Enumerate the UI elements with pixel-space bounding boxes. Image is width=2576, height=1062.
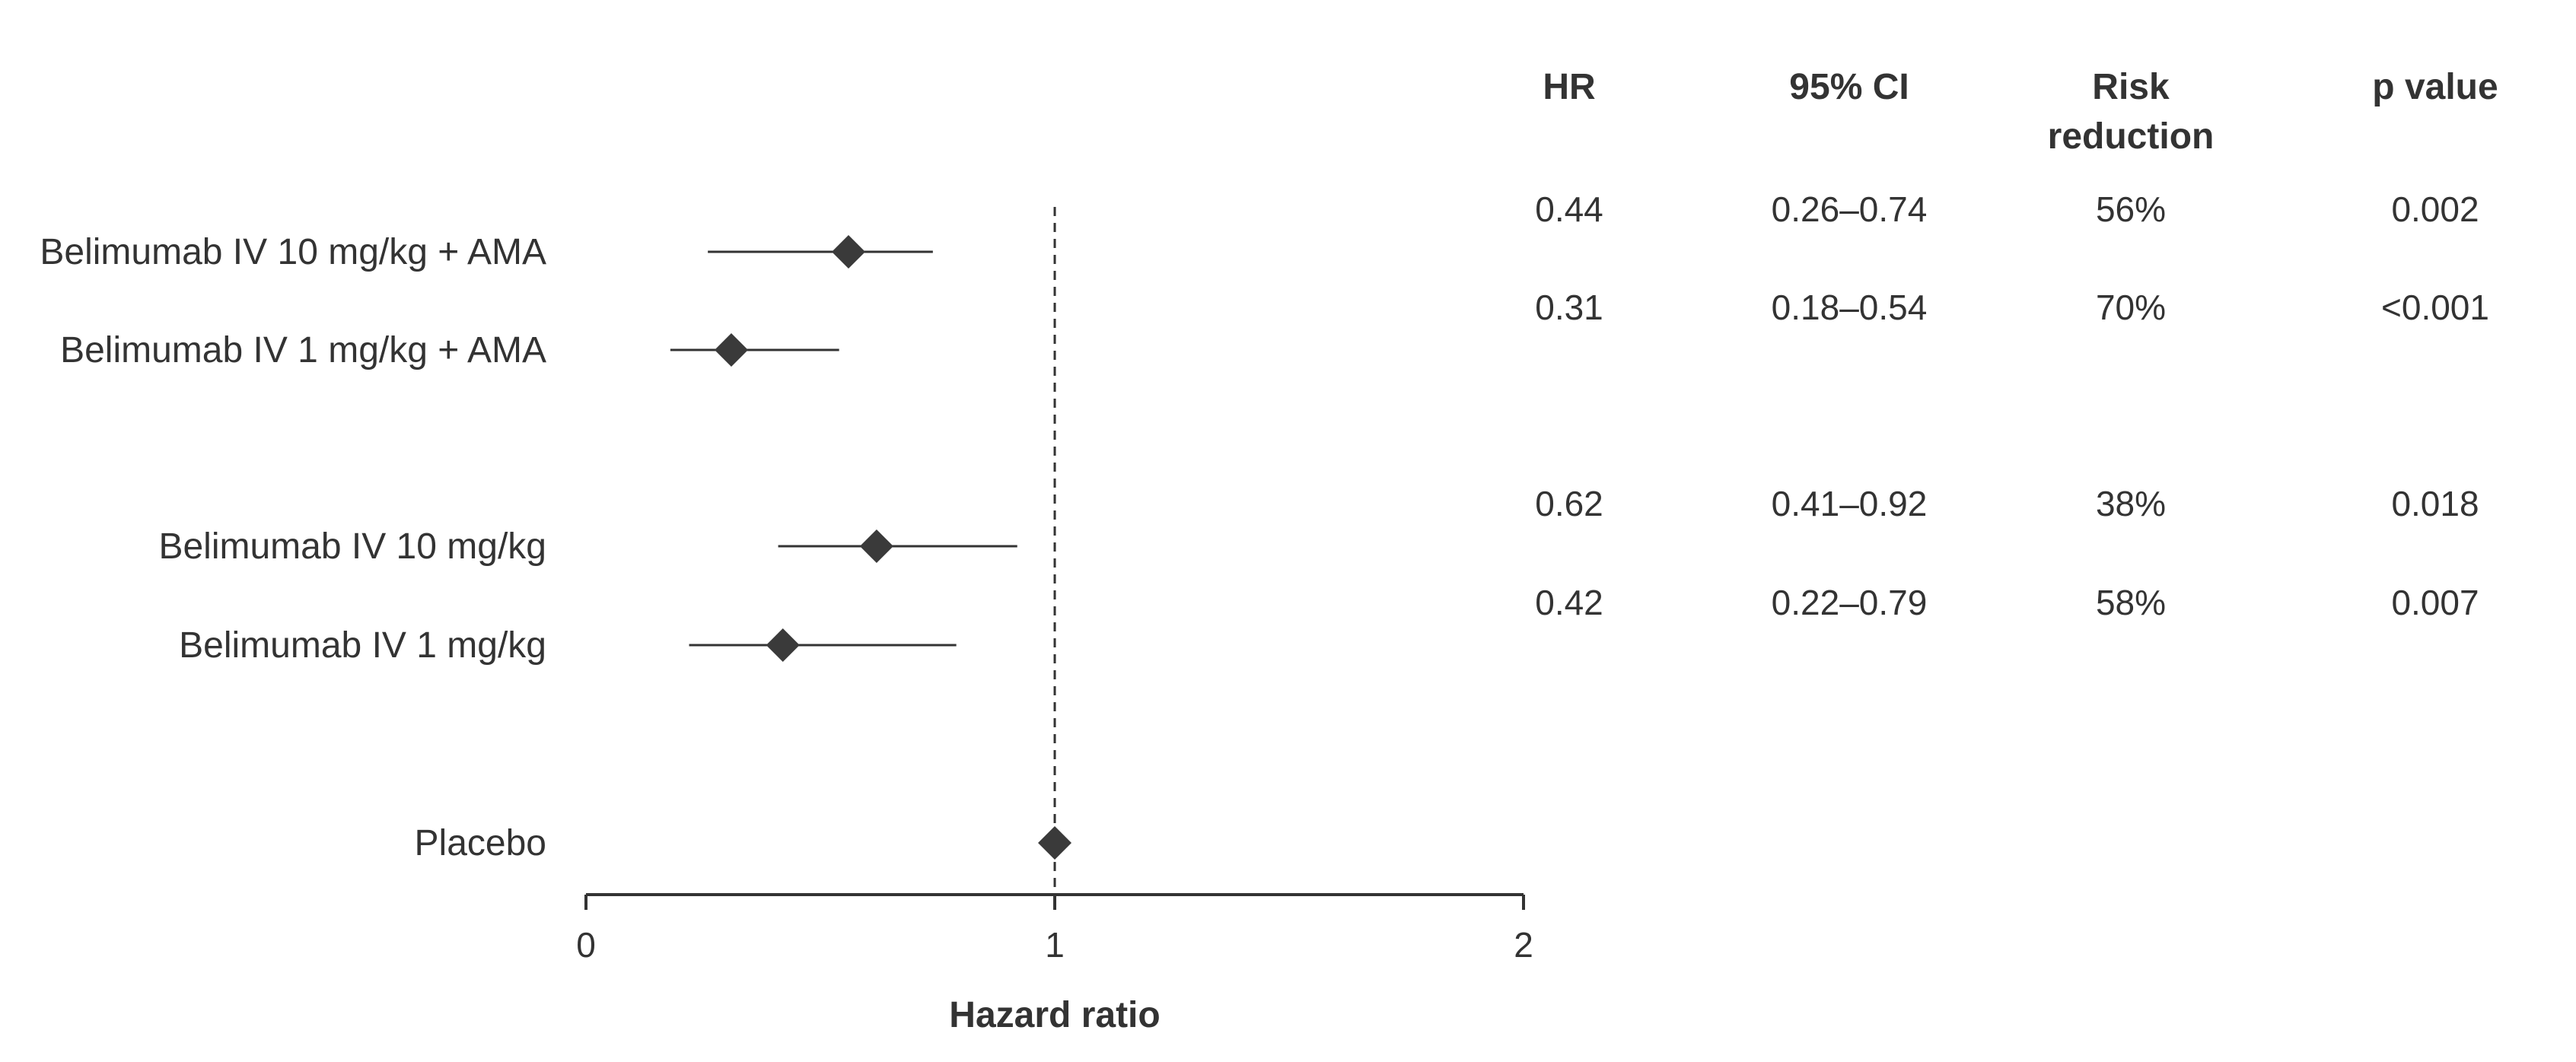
p-value: 0.018 [2391, 484, 2479, 523]
hr-value: 0.31 [1535, 288, 1603, 327]
p-value: 0.007 [2391, 583, 2479, 622]
column-header: HR [1543, 67, 1595, 107]
hr-value: 0.42 [1535, 583, 1603, 622]
hr-point-marker [714, 333, 748, 367]
risk-reduction-value: 58% [2096, 583, 2166, 622]
hr-point-marker [859, 529, 893, 563]
row-label: Belimumab IV 10 mg/kg [158, 526, 546, 567]
row-label: Belimumab IV 10 mg/kg + AMA [40, 232, 546, 272]
ci-value: 0.41–0.92 [1772, 484, 1928, 523]
risk-reduction-value: 38% [2096, 484, 2166, 523]
column-header-line: Risk [2092, 67, 2170, 107]
ci-value: 0.26–0.74 [1772, 189, 1928, 229]
row-label: Placebo [415, 823, 546, 863]
column-header: p value [2372, 67, 2498, 107]
ci-value: 0.18–0.54 [1772, 288, 1928, 327]
p-value: 0.002 [2391, 189, 2479, 229]
row-label: Belimumab IV 1 mg/kg + AMA [60, 330, 546, 370]
hr-point-marker [766, 628, 800, 662]
row-label: Belimumab IV 1 mg/kg [179, 625, 546, 666]
hr-value: 0.44 [1535, 189, 1603, 229]
risk-reduction-value: 70% [2096, 288, 2166, 327]
x-axis-title: Hazard ratio [949, 995, 1160, 1035]
column-header: 95% CI [1789, 67, 1909, 107]
x-tick-label: 2 [1514, 925, 1533, 965]
x-tick-label: 0 [576, 925, 596, 965]
p-value: <0.001 [2381, 288, 2489, 327]
column-header: Risk reduction [2048, 67, 2215, 157]
hr-value: 0.62 [1535, 484, 1603, 523]
hr-point-marker [1038, 826, 1071, 860]
column-header-line: reduction [2048, 116, 2215, 157]
risk-reduction-value: 56% [2096, 189, 2166, 229]
ci-value: 0.22–0.79 [1772, 583, 1928, 622]
x-tick-label: 1 [1045, 925, 1065, 965]
hr-point-marker [831, 235, 865, 269]
